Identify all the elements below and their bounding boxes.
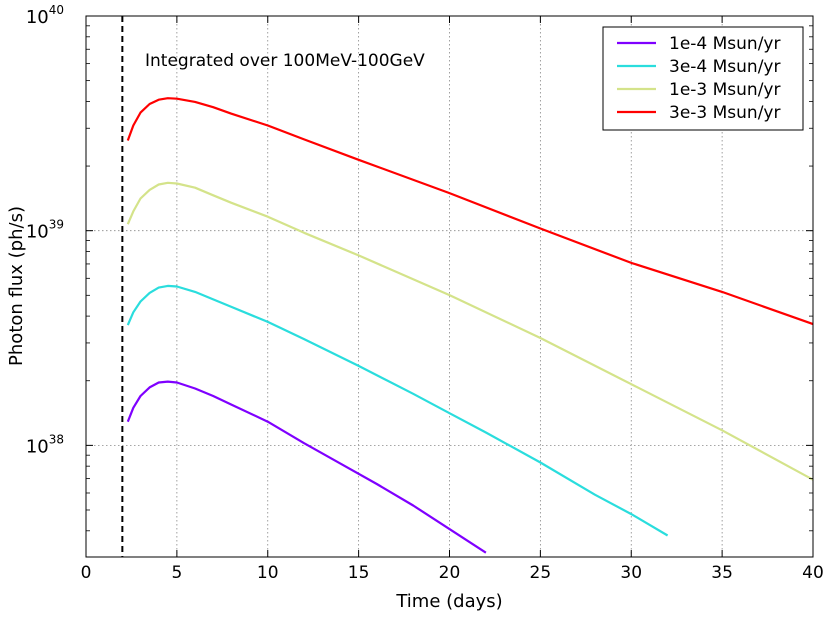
x-tick-label: 5: [171, 563, 182, 583]
legend-label: 3e-3 Msun/yr: [669, 103, 780, 123]
y-tick-label: 1039: [26, 218, 64, 243]
series-line-2: [126, 284, 669, 537]
x-tick-label: 35: [711, 563, 733, 583]
legend: 1e-4 Msun/yr 3e-4 Msun/yr 1e-3 Msun/yr 3e-3…: [602, 26, 804, 131]
chart-annotation: Integrated over 100MeV-100GeV: [145, 51, 425, 71]
series-line-1: [126, 380, 487, 554]
y-tick-label: 1038: [26, 432, 64, 457]
y-axis-label: Photon flux (ph/s): [6, 206, 27, 366]
x-tick-label: 0: [81, 563, 92, 583]
legend-label: 3e-4 Msun/yr: [669, 57, 780, 77]
y-tick-label: 1040: [26, 3, 64, 28]
x-tick-label: 20: [439, 563, 461, 583]
x-tick-label: 30: [620, 563, 642, 583]
legend-label: 1e-4 Msun/yr: [669, 34, 780, 54]
x-axis-label: Time (days): [395, 591, 502, 612]
x-tick-label: 10: [257, 563, 279, 583]
series-line-4: [126, 97, 813, 326]
x-tick-label: 40: [802, 563, 824, 583]
legend-label: 1e-3 Msun/yr: [669, 80, 780, 100]
x-tick-label: 25: [530, 563, 552, 583]
series-line-3: [126, 181, 813, 481]
x-tick-label: 15: [348, 563, 370, 583]
